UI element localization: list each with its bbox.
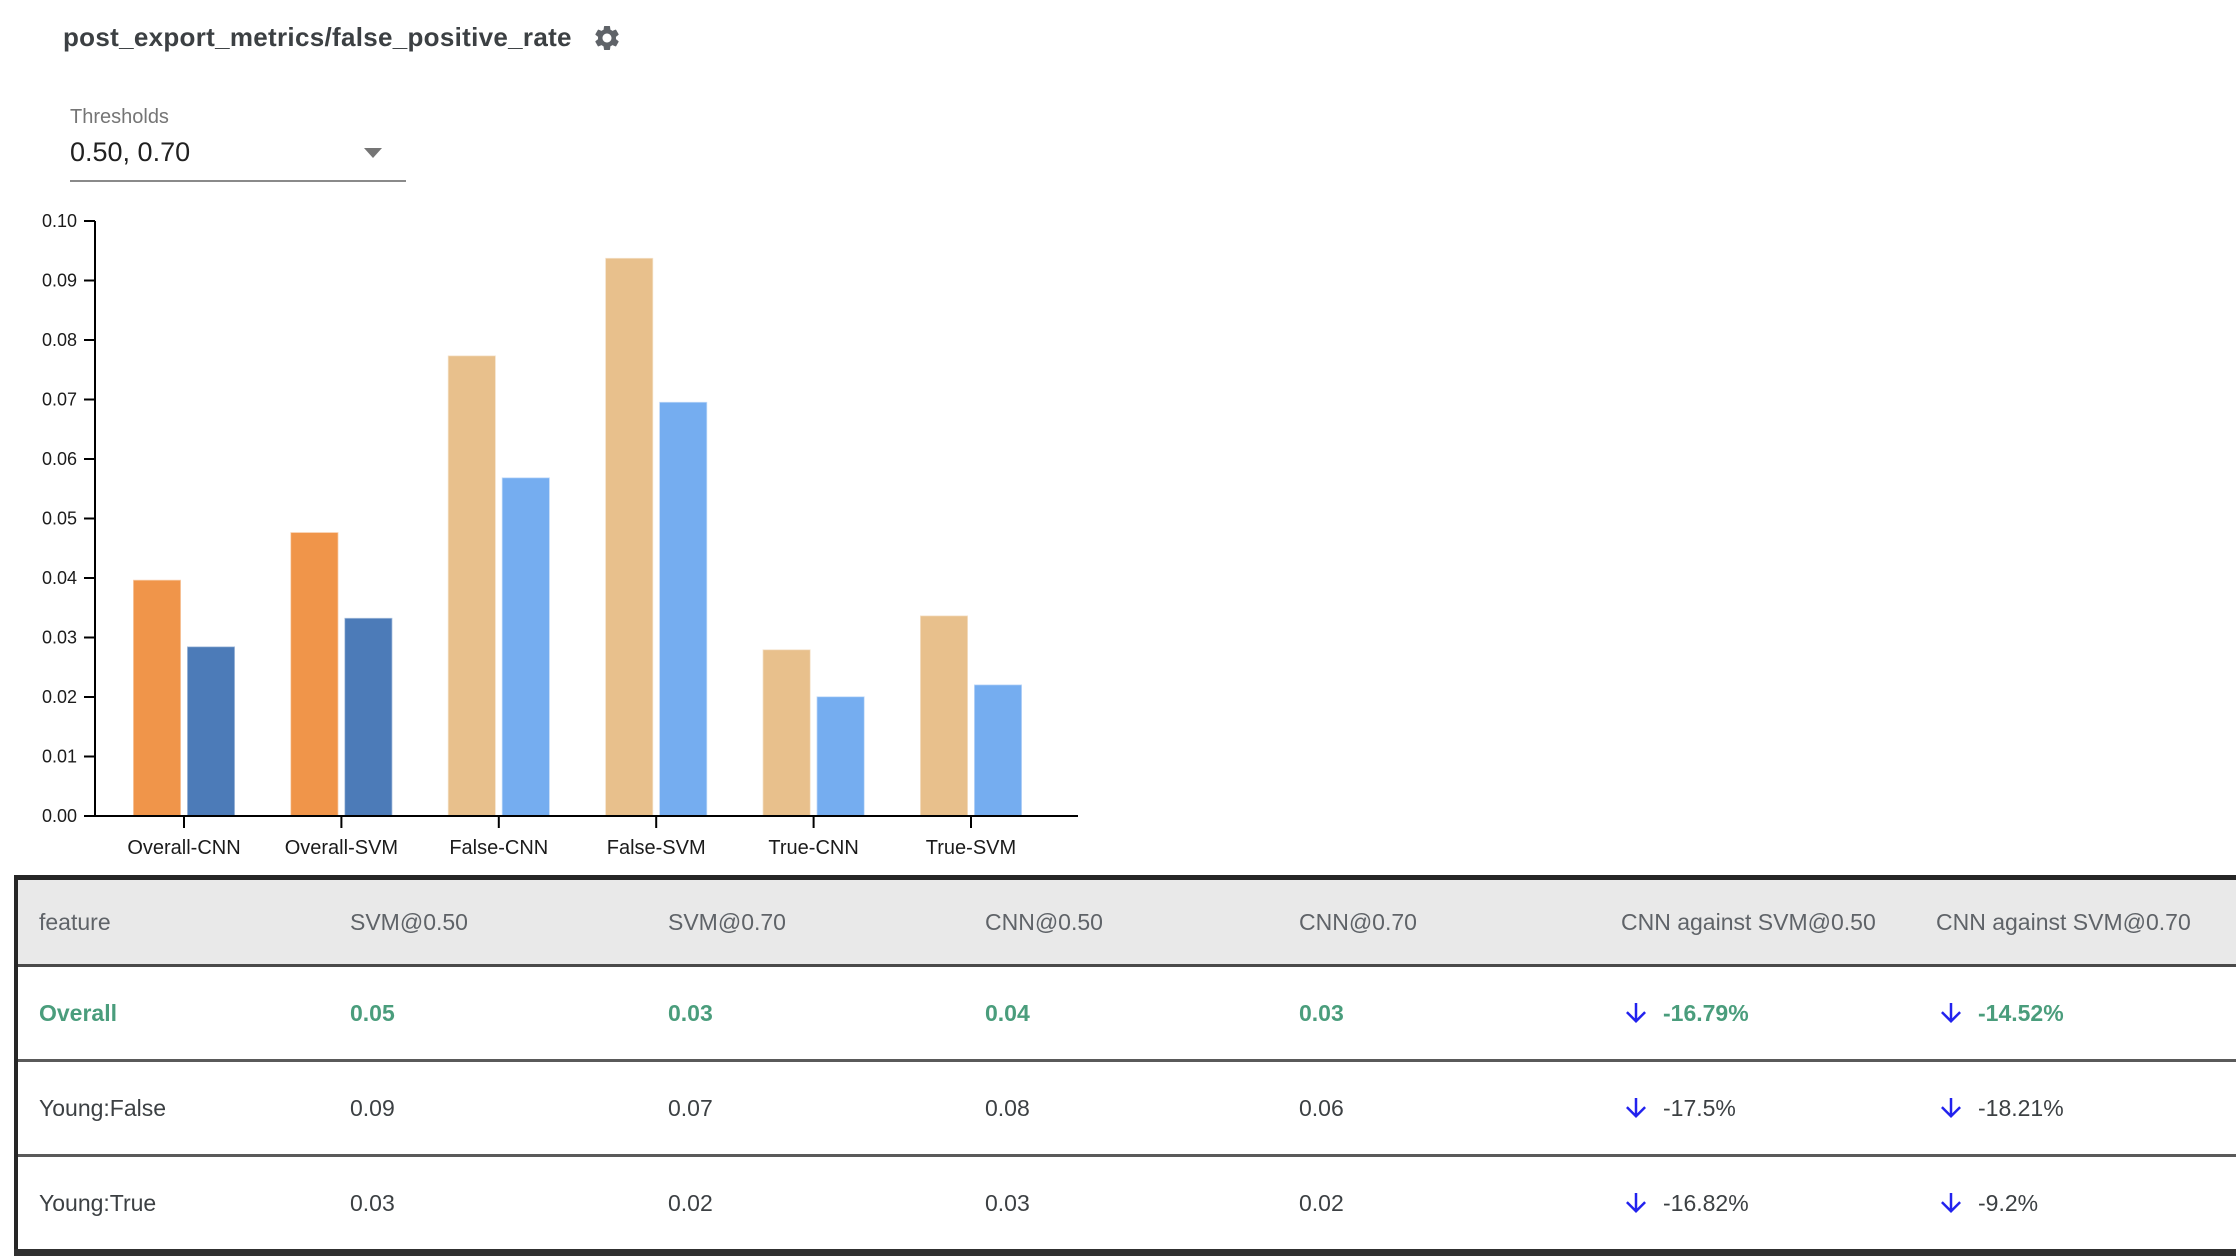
- column-header-3: CNN@0.50: [984, 877, 1298, 967]
- delta-percentage: -18.21%: [1978, 1094, 2064, 1121]
- value-cell: 0.03: [668, 999, 713, 1026]
- bar-false-cnn-s1: [501, 476, 551, 817]
- delta-cell: -17.5%: [1620, 1061, 1935, 1156]
- value-cell: 0.08: [985, 1094, 1030, 1121]
- value-cell: 0.03: [1299, 999, 1344, 1026]
- y-axis-tick-label: 0.00: [42, 806, 77, 826]
- bar-true-svm-s1: [973, 683, 1023, 817]
- value-cell: 0.07: [668, 1094, 713, 1121]
- bar-false-cnn-s0: [447, 354, 497, 817]
- bar-overall-cnn-s1: [186, 645, 236, 817]
- x-axis-label: False-SVM: [607, 837, 706, 859]
- column-header-0: feature: [16, 877, 349, 967]
- x-axis-label: False-CNN: [449, 837, 548, 859]
- x-axis-label: True-CNN: [768, 837, 858, 859]
- thresholds-value: 0.50, 0.70: [70, 137, 191, 167]
- thresholds-control: Thresholds 0.50, 0.70: [70, 106, 406, 182]
- gear-icon-glyph: [595, 25, 619, 50]
- delta-percentage: -9.2%: [1978, 1189, 2039, 1216]
- value-cell: 0.03: [350, 1189, 395, 1216]
- value-cell: 0.06: [1299, 1094, 1344, 1121]
- bar-false-svm-s0: [604, 257, 654, 817]
- bar-overall-cnn-s0: [132, 579, 182, 817]
- y-axis-tick-label: 0.02: [42, 687, 77, 707]
- delta-cell: -16.79%: [1620, 966, 1935, 1061]
- gear-icon[interactable]: [592, 23, 622, 53]
- delta-percentage: -17.5%: [1663, 1094, 1736, 1121]
- x-axis-label: Overall-SVM: [285, 837, 398, 859]
- column-header-4: CNN@0.70: [1298, 877, 1620, 967]
- delta-indicator: -16.79%: [1621, 998, 1934, 1028]
- bar-true-svm-s0: [919, 614, 969, 817]
- feature-cell: Overall: [39, 999, 117, 1026]
- table-row-young-true: Young:True 0.03 0.02 0.03 0.02 -16.82% -9.2%: [16, 1156, 2236, 1253]
- value-cell: 0.04: [985, 999, 1030, 1026]
- delta-indicator: -17.5%: [1621, 1093, 1934, 1123]
- bar-true-cnn-s1: [815, 695, 866, 817]
- delta-indicator: -16.82%: [1621, 1188, 1934, 1218]
- feature-cell: Young:False: [39, 1094, 167, 1121]
- delta-cell: -14.52%: [1935, 966, 2236, 1061]
- metrics-table: feature SVM@0.50 SVM@0.70 CNN@0.50 CNN@0.70 C…: [14, 875, 2236, 1256]
- delta-cell: -16.82%: [1620, 1156, 1935, 1253]
- thresholds-select[interactable]: 0.50, 0.70: [70, 133, 406, 182]
- value-cell: 0.05: [350, 999, 395, 1026]
- value-cell: 0.03: [985, 1189, 1030, 1216]
- x-axis-label: Overall-CNN: [127, 837, 240, 859]
- bar-overall-svm-s1: [343, 617, 394, 817]
- y-axis-tick-label: 0.01: [42, 747, 77, 767]
- arrow-down-icon: [1626, 1193, 1646, 1213]
- bar-overall-svm-s0: [289, 531, 340, 817]
- table-row-overall: Overall 0.05 0.03 0.04 0.03 -16.79% -14.52%: [16, 966, 2236, 1061]
- column-header-1: SVM@0.50: [349, 877, 667, 967]
- delta-percentage: -16.82%: [1663, 1189, 1749, 1216]
- y-axis-tick-label: 0.10: [42, 211, 77, 231]
- y-axis-tick-label: 0.03: [42, 628, 77, 648]
- bar-false-svm-s1: [658, 401, 708, 817]
- delta-indicator: -14.52%: [1936, 998, 2235, 1028]
- bar-true-cnn-s0: [761, 648, 812, 817]
- arrow-down-icon: [1626, 1003, 1646, 1023]
- value-cell: 0.09: [350, 1094, 395, 1121]
- value-cell: 0.02: [1299, 1189, 1344, 1216]
- delta-indicator: -9.2%: [1936, 1188, 2235, 1218]
- column-header-6: CNN against SVM@0.70: [1935, 877, 2236, 967]
- delta-cell: -9.2%: [1935, 1156, 2236, 1253]
- y-axis-tick-label: 0.08: [42, 330, 77, 350]
- table-header-row: feature SVM@0.50 SVM@0.70 CNN@0.50 CNN@0.70 C…: [16, 877, 2236, 967]
- thresholds-label: Thresholds: [70, 106, 169, 128]
- y-axis-tick-label: 0.06: [42, 449, 77, 469]
- delta-percentage: -16.79%: [1663, 999, 1749, 1026]
- y-axis-tick-label: 0.07: [42, 390, 77, 410]
- bar-chart: 0.00 0.01 0.02 0.03 0.04 0.05 0.06 0.07 0.08 0.09…: [42, 211, 1078, 859]
- delta-cell: -18.21%: [1935, 1061, 2236, 1156]
- y-axis-tick-label: 0.05: [42, 509, 77, 529]
- table-row-young-false: Young:False 0.09 0.07 0.08 0.06 -17.5% -18.21%: [16, 1061, 2236, 1156]
- arrow-down-icon: [1941, 1098, 1961, 1118]
- title-row: post_export_metrics/false_positive_rate: [63, 22, 622, 53]
- arrow-down-icon: [1941, 1003, 1961, 1023]
- column-header-5: CNN against SVM@0.50: [1620, 877, 1935, 967]
- column-header-2: SVM@0.70: [667, 877, 984, 967]
- feature-cell: Young:True: [39, 1189, 157, 1216]
- page-title: post_export_metrics/false_positive_rate: [63, 22, 572, 52]
- arrow-down-icon: [1626, 1098, 1646, 1118]
- y-axis-tick-label: 0.09: [42, 271, 77, 291]
- chevron-down-icon: [364, 147, 382, 158]
- arrow-down-icon: [1941, 1193, 1961, 1213]
- delta-percentage: -14.52%: [1978, 999, 2064, 1026]
- y-axis-tick-label: 0.04: [42, 568, 77, 588]
- x-axis-label: True-SVM: [926, 837, 1016, 859]
- delta-indicator: -18.21%: [1936, 1093, 2235, 1123]
- value-cell: 0.02: [668, 1189, 713, 1216]
